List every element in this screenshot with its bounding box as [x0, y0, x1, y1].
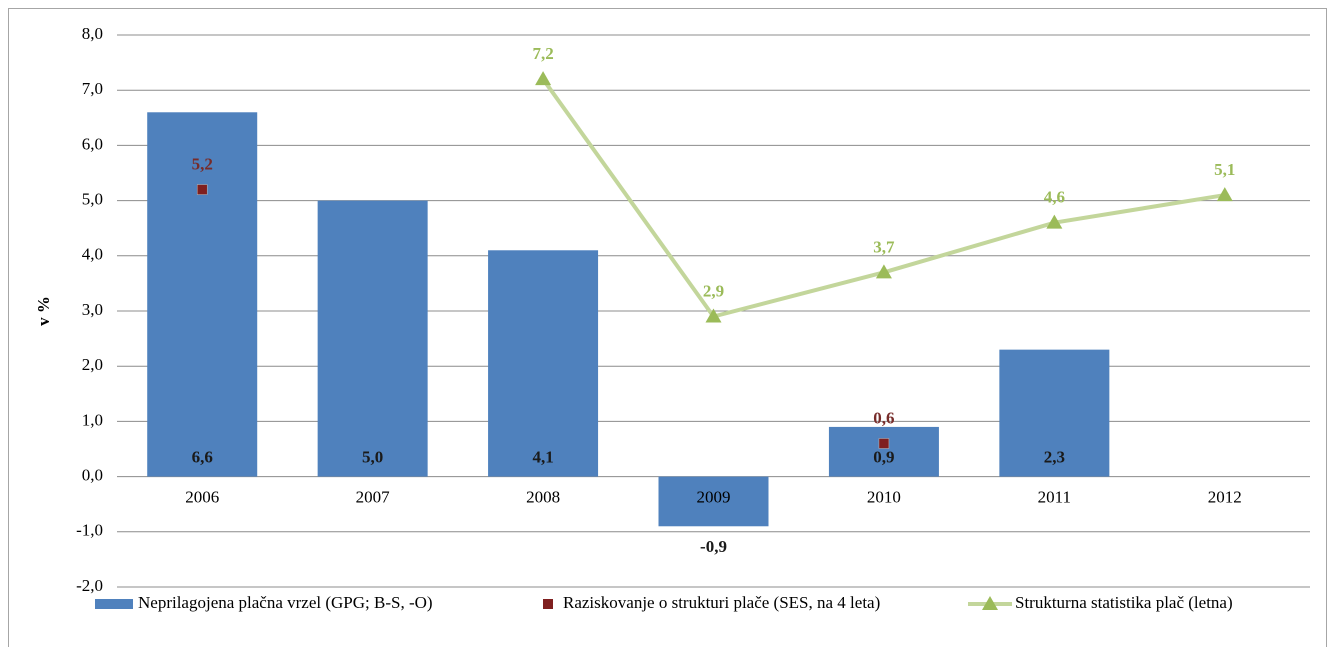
- line: [541, 77, 1226, 319]
- legend-label: Neprilagojena plačna vrzel (GPG; B-S, -O…: [138, 593, 433, 612]
- x-tick-label: 2010: [867, 488, 901, 507]
- y-tick-label: 3,0: [82, 300, 103, 319]
- y-tick-label: -1,0: [76, 521, 103, 540]
- y-tick-label: 0,0: [82, 466, 103, 485]
- data-label: 0,9: [873, 448, 894, 467]
- scatter-point: [878, 438, 890, 449]
- data-label: 2,3: [1044, 448, 1065, 467]
- x-tick-label: 2011: [1038, 488, 1071, 507]
- legend-label: Strukturna statistika plač (letna): [1015, 593, 1233, 612]
- x-tick-label: 2007: [356, 488, 391, 507]
- y-tick-label: 5,0: [82, 190, 103, 209]
- data-label: 4,1: [532, 448, 553, 467]
- bar: [317, 200, 428, 477]
- line-marker: [535, 71, 552, 86]
- legend-label: Raziskovanje o strukturi plače (SES, na …: [563, 593, 880, 612]
- x-tick-label: 2009: [697, 488, 731, 507]
- y-tick-label: 7,0: [82, 79, 103, 98]
- y-tick-label: 8,0: [82, 24, 103, 43]
- y-axis-label: v %: [34, 296, 53, 326]
- data-label: 5,2: [192, 154, 213, 173]
- chart-frame: [8, 8, 1327, 647]
- data-label: -0,9: [700, 537, 727, 556]
- bar: [147, 112, 258, 477]
- legend-swatch: [543, 599, 553, 609]
- scatter-point: [196, 184, 208, 195]
- line-marker: [705, 308, 722, 323]
- data-label: 4,6: [1044, 188, 1065, 207]
- bar: [488, 250, 599, 477]
- bar: [658, 476, 769, 527]
- bar: [828, 426, 939, 477]
- data-label: 0,6: [873, 408, 894, 427]
- bar: [999, 349, 1110, 477]
- data-label: 7,2: [532, 44, 553, 63]
- y-tick-label: -2,0: [76, 576, 103, 595]
- y-tick-label: 2,0: [82, 355, 103, 374]
- legend-swatch: [95, 599, 133, 609]
- y-tick-label: 4,0: [82, 245, 103, 264]
- y-tick-label: 6,0: [82, 134, 103, 153]
- data-label: 5,0: [362, 448, 383, 467]
- data-label: 3,7: [873, 237, 895, 256]
- line-marker: [875, 264, 892, 279]
- data-label: 6,6: [192, 448, 213, 467]
- line-marker: [1216, 187, 1233, 202]
- legend-swatch: [982, 596, 998, 610]
- data-label: 5,1: [1214, 160, 1235, 179]
- data-label: 2,9: [703, 281, 724, 300]
- x-tick-label: 2008: [526, 488, 560, 507]
- x-tick-label: 2012: [1208, 488, 1242, 507]
- line-marker: [1046, 214, 1063, 229]
- x-tick-label: 2006: [185, 488, 219, 507]
- y-tick-label: 1,0: [82, 410, 103, 429]
